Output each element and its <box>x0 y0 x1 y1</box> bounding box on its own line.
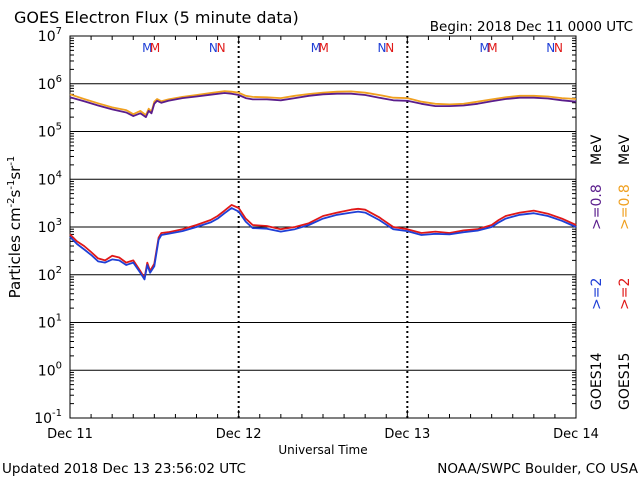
y-tick-exp: 6 <box>56 74 62 85</box>
y-axis-title-exp2: -1 <box>6 180 17 190</box>
y-tick-exp: -1 <box>52 408 62 419</box>
legend-goes14: GOES14 <box>589 352 605 410</box>
y-tick-base: 10 <box>38 29 56 45</box>
y-tick-base: 10 <box>38 316 56 332</box>
y-tick-exp: 1 <box>56 313 62 324</box>
legend-unit-b: MeV <box>617 134 633 165</box>
y-tick-base: 10 <box>38 172 56 188</box>
y-tick-label: 106 <box>38 74 62 93</box>
event-marker: N <box>378 41 387 55</box>
x-tick-label: Dec 12 <box>216 427 262 442</box>
x-tick-label: Dec 13 <box>384 427 430 442</box>
updated-timestamp: Updated 2018 Dec 13 23:56:02 UTC <box>2 461 246 477</box>
y-tick-exp: 3 <box>56 217 62 228</box>
y-axis-title-text: Particles cm-2s-1sr-1 <box>6 156 24 299</box>
y-tick-exp: 4 <box>56 169 62 180</box>
y-tick-base: 10 <box>38 77 56 93</box>
legend-goes15: GOES15 <box>617 353 633 410</box>
legend-goes15-ge08: >=0.8 <box>617 184 633 230</box>
y-axis-title-base: Particles cm <box>6 207 24 298</box>
y-tick-exp: 7 <box>56 26 62 37</box>
y-tick-base: 10 <box>38 125 56 141</box>
series-line-2 <box>69 203 577 280</box>
event-marker: M <box>319 41 329 55</box>
y-tick-exp: 2 <box>56 265 62 276</box>
event-marker: N <box>546 41 555 55</box>
y-tick-label: 101 <box>38 313 62 332</box>
legend-unit-a: MeV <box>589 134 605 165</box>
y-tick-label: 105 <box>38 122 62 141</box>
y-tick-label: 100 <box>38 360 62 379</box>
x-tick-labels: Dec 11 Dec 12 Dec 13 Dec 14 <box>47 427 599 442</box>
series-line-3 <box>69 207 577 281</box>
y-axis-title-s: s <box>6 189 24 197</box>
y-tick-base: 10 <box>38 363 56 379</box>
credit-text: NOAA/SWPC Boulder, CO USA <box>437 461 639 477</box>
legend: GOES14 >=2 >=0.8 MeV GOES15 >=2 >=0.8 Me… <box>589 134 633 410</box>
series-line-1 <box>69 92 577 118</box>
y-axis-title-exp1: -2 <box>6 197 17 207</box>
legend-goes15-ge2: >=2 <box>617 278 633 310</box>
legend-goes14-col: GOES14 >=2 >=0.8 MeV <box>589 134 605 410</box>
begin-timestamp: Begin: 2018 Dec 11 0000 UTC <box>430 19 633 35</box>
x-tick-label: Dec 14 <box>553 427 599 442</box>
tick-layer <box>69 36 577 418</box>
y-tick-label: 103 <box>38 217 62 236</box>
event-marker: M <box>150 41 160 55</box>
series-layer <box>69 90 577 281</box>
event-marker: N <box>209 41 218 55</box>
legend-goes15-col: GOES15 >=2 >=0.8 MeV <box>617 134 633 410</box>
event-marker: M <box>311 41 321 55</box>
y-tick-base: 10 <box>38 220 56 236</box>
legend-goes14-ge08: >=0.8 <box>589 184 605 230</box>
y-axis-title-sr: sr <box>6 165 24 180</box>
y-tick-exp: 0 <box>56 360 62 371</box>
y-tick-exp: 5 <box>56 122 62 133</box>
event-marker: N <box>385 41 394 55</box>
y-tick-label: 104 <box>38 169 62 188</box>
y-axis-title-exp3: -1 <box>6 156 17 166</box>
event-marker: M <box>479 41 489 55</box>
event-marker: N <box>217 41 226 55</box>
event-marker: M <box>487 41 497 55</box>
event-marker: N <box>554 41 563 55</box>
y-axis-title: Particles cm-2s-1sr-1 <box>6 156 24 299</box>
y-tick-label: 107 <box>38 26 62 45</box>
chart-title: GOES Electron Flux (5 minute data) <box>14 8 299 27</box>
y-tick-base: 10 <box>38 268 56 284</box>
x-axis-title: Universal Time <box>278 443 367 457</box>
y-tick-base: 10 <box>34 411 52 427</box>
y-tick-label: 10-1 <box>34 408 62 427</box>
y-tick-label: 102 <box>38 265 62 284</box>
legend-goes14-ge2: >=2 <box>589 278 605 310</box>
x-tick-label: Dec 11 <box>47 427 93 442</box>
event-marker: M <box>142 41 152 55</box>
marker-layer: MM NN MM NN MM NN <box>142 41 563 55</box>
